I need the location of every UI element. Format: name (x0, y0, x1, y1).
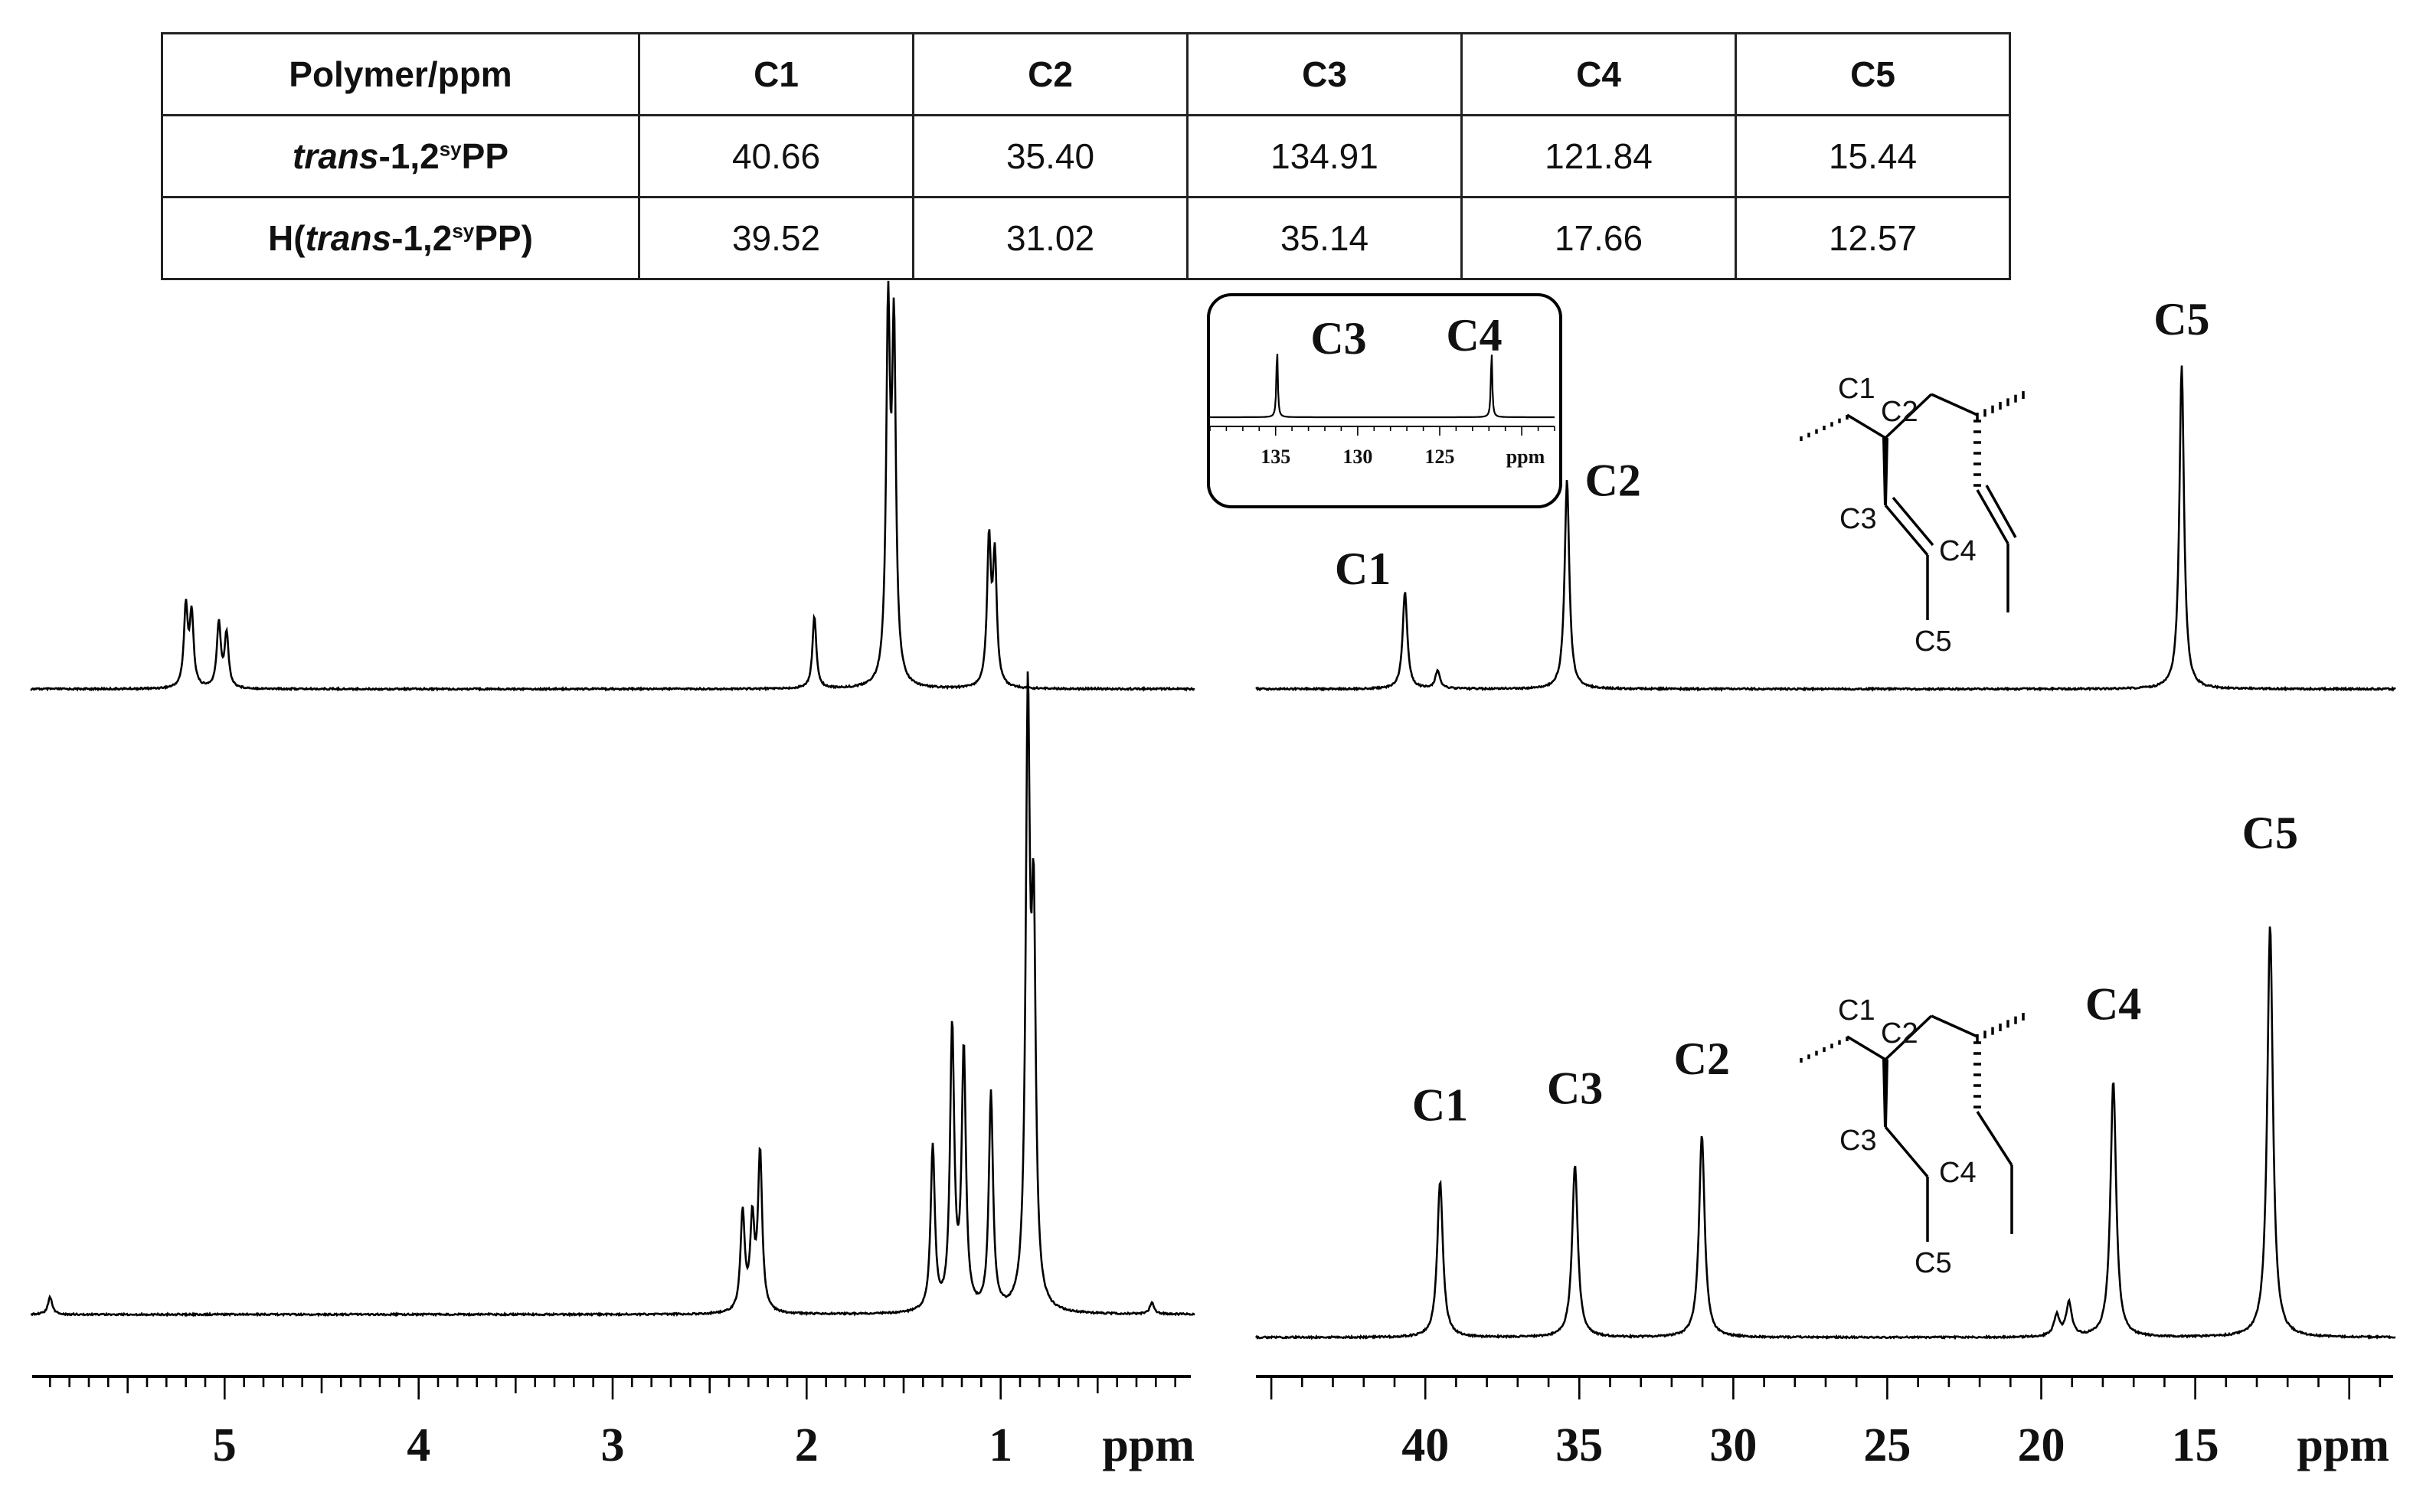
peak-label: C5 (2242, 808, 2298, 858)
structure-atom-label: C4 (1939, 535, 1977, 567)
side-chain-bond (1884, 1125, 1929, 1178)
inset-tick-label: 125 (1425, 446, 1455, 468)
inset-box (1207, 293, 1562, 508)
inset-peak-label: C4 (1446, 310, 1502, 361)
x-tick-label: 4 (407, 1419, 430, 1471)
wedge-bond (1882, 1060, 1888, 1127)
x-tick-label: 1 (989, 1419, 1012, 1471)
table-cell: 39.52 (638, 196, 914, 280)
table-cell: 15.44 (1735, 114, 2011, 198)
spectrum-trace (30, 280, 1195, 692)
spectrum-trace (1254, 926, 2396, 1341)
table-row: H(trans-1,2syPP) 39.52 31.02 35.14 17.66… (161, 196, 2011, 280)
backbone-bond (1884, 1014, 1933, 1061)
spectrum-trace (30, 671, 1195, 1318)
side-chain-bond (1884, 504, 1929, 557)
x-tick-label: 15 (2172, 1419, 2219, 1471)
double-bond (1892, 496, 1934, 547)
x-tick-label: 30 (1709, 1419, 1757, 1471)
structure-atom-label: C3 (1839, 503, 1877, 535)
structure-atom-label: C4 (1939, 1157, 1977, 1189)
x-tick-label: 3 (601, 1419, 625, 1471)
table-cell: 40.66 (638, 114, 914, 198)
backbone-bond (1931, 1014, 1978, 1038)
x-tick-label: 20 (2018, 1419, 2065, 1471)
table-cell: 35.40 (912, 114, 1189, 198)
structure-atom-label: C1 (1838, 373, 1875, 405)
structure-atom-label: C2 (1881, 1017, 1918, 1050)
inset-spectrum-trace (1210, 354, 1555, 419)
structure-atom-label: C3 (1839, 1125, 1877, 1157)
side-chain-bond (1976, 489, 2009, 544)
backbone-bond (1884, 393, 1933, 439)
inset-tick-label: 130 (1342, 446, 1372, 468)
backbone-bond (1846, 1035, 1886, 1061)
x-tick-label: 35 (1555, 1419, 1603, 1471)
peak-label: C4 (2085, 979, 2141, 1030)
table-cell: 121.84 (1460, 114, 1737, 198)
side-chain-bond (1976, 1111, 2013, 1166)
polymer-name-cell: trans-1,2syPP (161, 114, 640, 198)
x-tick-label: 40 (1401, 1419, 1449, 1471)
peak-label: C5 (2153, 294, 2209, 345)
x-tick-label: 5 (213, 1419, 237, 1471)
backbone-bond (1846, 413, 1886, 439)
spectra-layer (30, 280, 2396, 1341)
axes-layer: 5 4 3 2 1 ppm 40 35 30 25 20 15 ppm (32, 1375, 2393, 1471)
table-header: C5 (1735, 32, 2011, 116)
table-cell: 17.66 (1460, 196, 1737, 280)
peak-label: C3 (1547, 1063, 1603, 1114)
table-cell: 12.57 (1735, 196, 2011, 280)
inset-layer: 135 130 125 ppm C3 C4 (1207, 293, 1562, 508)
peak-label: C2 (1674, 1034, 1730, 1084)
table-header: C2 (912, 32, 1189, 116)
x-tick-label: 25 (1863, 1419, 1911, 1471)
peak-label: C1 (1335, 544, 1391, 594)
table-cell: 134.91 (1186, 114, 1463, 198)
inset-tick-label: ppm (1506, 446, 1545, 468)
table-header: C3 (1186, 32, 1463, 116)
table-header: C1 (638, 32, 914, 116)
inset-peak-label: C3 (1310, 313, 1366, 364)
structure-atom-label: C1 (1838, 994, 1875, 1027)
peak-label: C2 (1585, 455, 1641, 505)
peak-label: C1 (1412, 1080, 1468, 1131)
polymer-name-cell: H(trans-1,2syPP) (161, 196, 640, 280)
structure-atom-label: C5 (1915, 625, 1952, 658)
inset-tick-label: 135 (1261, 446, 1290, 468)
x-axis-unit-label: ppm (2297, 1419, 2389, 1471)
x-tick-label: 2 (795, 1419, 819, 1471)
table-row: trans-1,2syPP 40.66 35.40 134.91 121.84 … (161, 114, 2011, 198)
table-header-row: Polymer/ppm C1 C2 C3 C4 C5 (161, 32, 2011, 116)
spectrum-trace (1255, 365, 2396, 692)
backbone-bond (1931, 393, 1978, 416)
structure-atom-label: C5 (1915, 1247, 1952, 1279)
table-cell: 31.02 (912, 196, 1189, 280)
x-axis-unit-label: ppm (1102, 1419, 1195, 1471)
chemical-shift-table: Polymer/ppm C1 C2 C3 C4 C5 trans-1,2syPP… (161, 32, 2011, 280)
structure-atom-label: C2 (1881, 396, 1918, 428)
table-header: Polymer/ppm (161, 32, 640, 116)
table-cell: 35.14 (1186, 196, 1463, 280)
wedge-bond (1882, 438, 1888, 505)
double-bond (1985, 485, 2017, 538)
table-header: C4 (1460, 32, 1737, 116)
